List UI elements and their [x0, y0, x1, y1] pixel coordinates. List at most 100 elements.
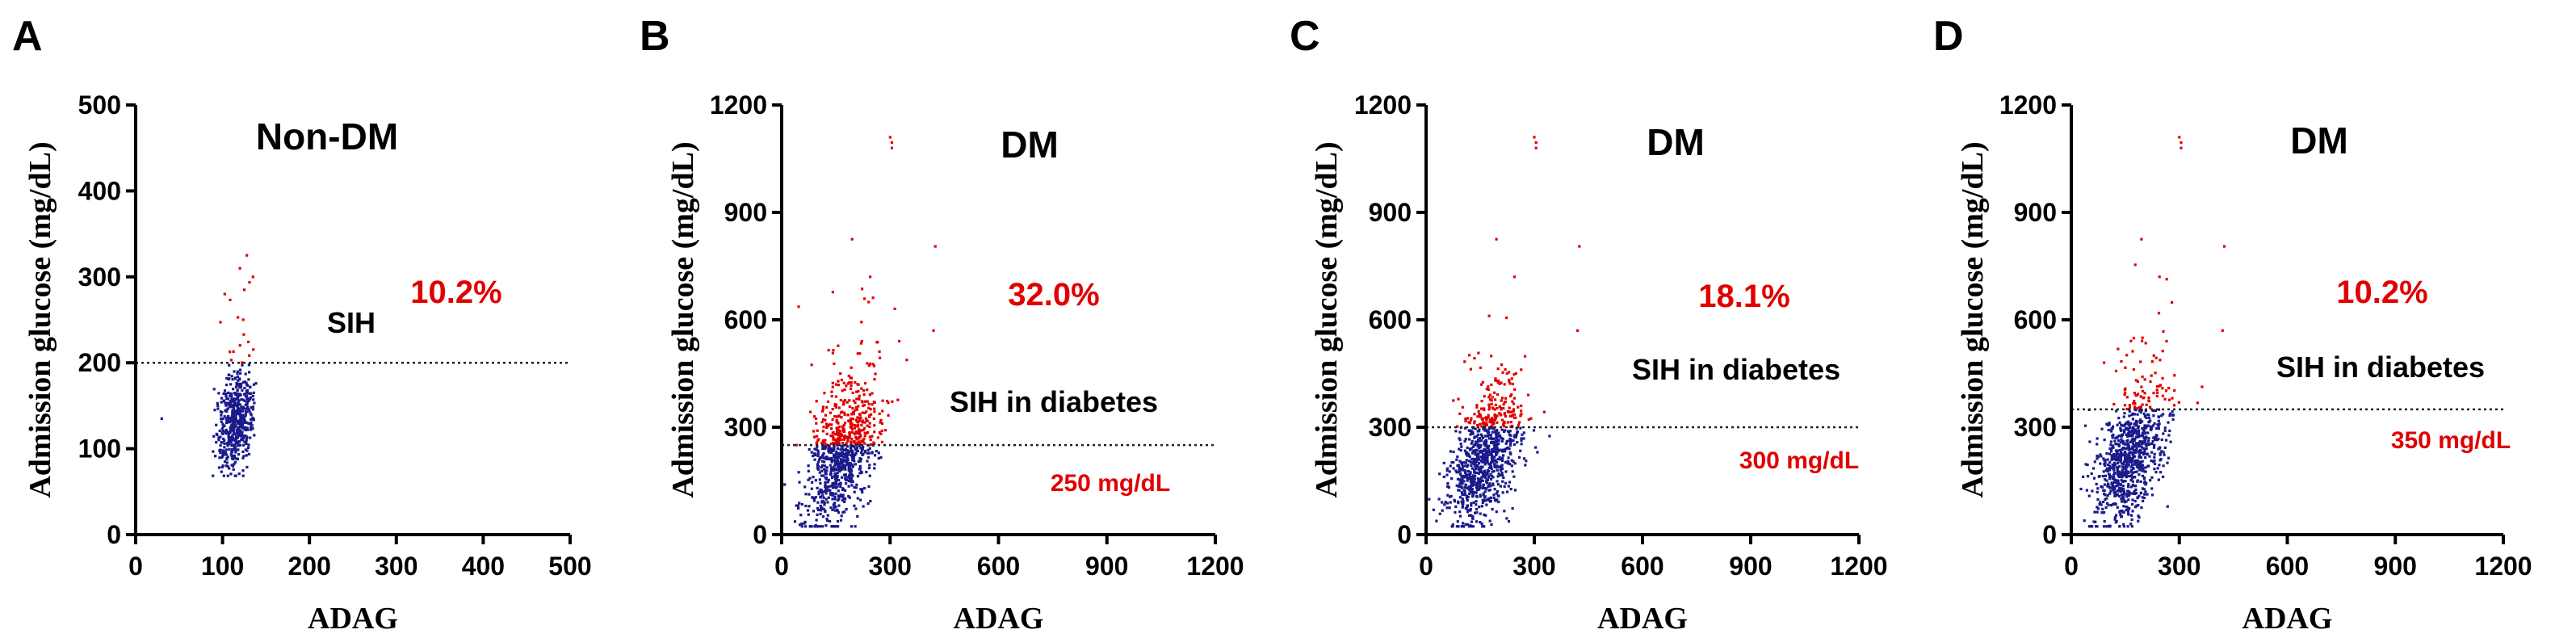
- scatter-point: [244, 426, 247, 429]
- scatter-point: [1469, 367, 1472, 371]
- scatter-point: [1510, 410, 1513, 413]
- scatter-point: [1486, 456, 1489, 460]
- scatter-point: [2130, 525, 2133, 528]
- scatter-point: [232, 430, 235, 433]
- scatter-point: [1465, 459, 1468, 462]
- scatter-point: [1497, 465, 1500, 468]
- scatter-point: [2133, 451, 2136, 455]
- scatter-point: [2138, 516, 2141, 519]
- x-tick-label: 1200: [1186, 552, 1244, 581]
- scatter-point: [850, 384, 853, 387]
- y-axis-title: Admission glucose (mg/dL): [23, 141, 57, 497]
- scatter-point: [863, 404, 866, 407]
- scatter-point: [1457, 485, 1460, 488]
- y-tick-label: 900: [1369, 198, 1412, 227]
- scatter-point: [1475, 500, 1478, 503]
- scatter-point: [2113, 462, 2117, 466]
- scatter-point: [2139, 410, 2142, 414]
- scatter-point: [823, 489, 826, 493]
- scatter-point: [223, 442, 226, 445]
- scatter-point: [235, 382, 238, 385]
- scatter-point: [233, 443, 236, 447]
- scatter-point: [896, 398, 900, 401]
- scatter-point: [2096, 510, 2099, 514]
- scatter-point: [795, 443, 798, 447]
- scatter-point: [2155, 427, 2159, 430]
- scatter-point: [1499, 468, 1502, 472]
- scatter-point: [850, 445, 854, 448]
- scatter-point: [1487, 451, 1490, 454]
- scatter-point: [829, 492, 832, 495]
- scatter-point: [844, 464, 847, 468]
- scatter-point: [810, 487, 813, 490]
- scatter-point: [2136, 413, 2139, 416]
- scatter-point: [1479, 495, 1482, 498]
- scatter-point: [2113, 481, 2117, 484]
- scatter-point: [2152, 354, 2155, 357]
- scatter-point: [1474, 474, 1477, 477]
- scatter-point: [873, 424, 876, 427]
- scatter-point: [2153, 459, 2156, 462]
- scatter-point: [2104, 506, 2108, 509]
- scatter-point: [1504, 414, 1507, 418]
- scatter-point: [2141, 426, 2144, 430]
- scatter-point: [835, 450, 838, 453]
- scatter-point: [224, 451, 227, 455]
- scatter-point: [866, 400, 869, 403]
- scatter-point: [833, 362, 836, 365]
- scatter-point: [845, 453, 849, 456]
- scatter-point: [849, 425, 852, 429]
- scatter-point: [2171, 397, 2174, 400]
- scatter-point: [851, 463, 854, 466]
- scatter-point: [224, 404, 228, 407]
- scatter-point: [251, 394, 254, 397]
- scatter-point: [830, 390, 833, 393]
- scatter-point: [836, 475, 839, 478]
- scatter-point: [2128, 406, 2132, 409]
- scatter-point: [2127, 463, 2130, 467]
- scatter-point: [835, 418, 838, 422]
- scatter-point: [837, 426, 841, 429]
- scatter-point: [2079, 487, 2083, 491]
- x-axis-title: ADAG: [954, 602, 1044, 636]
- scatter-point: [2178, 136, 2181, 139]
- scatter-point: [813, 452, 816, 455]
- scatter-point: [2112, 489, 2115, 492]
- scatter-point: [1479, 407, 1483, 410]
- scatter-point: [226, 464, 229, 468]
- scatter-point: [247, 407, 250, 410]
- scatter-point: [1463, 468, 1466, 472]
- scatter-point: [1522, 431, 1525, 434]
- scatter-point: [1487, 470, 1491, 473]
- scatter-point: [851, 444, 854, 447]
- scatter-point: [850, 484, 854, 487]
- scatter-point: [230, 395, 233, 398]
- scatter-point: [839, 467, 843, 470]
- scatter-point: [2158, 447, 2161, 450]
- scatter-point: [2123, 388, 2126, 392]
- scatter-point: [244, 403, 247, 406]
- scatter-point: [837, 511, 841, 514]
- scatter-point: [799, 514, 803, 517]
- scatter-point: [2107, 484, 2110, 487]
- scatter-point: [820, 509, 823, 512]
- scatter-point: [841, 498, 844, 502]
- scatter-point: [853, 424, 856, 427]
- scatter-point: [2111, 434, 2114, 438]
- scatter-point: [1513, 388, 1517, 391]
- x-tick-label: 0: [1419, 552, 1433, 581]
- scatter-point: [1534, 446, 1538, 449]
- scatter-point: [2127, 498, 2130, 502]
- scatter-point: [227, 373, 230, 376]
- scatter-point: [1483, 443, 1486, 447]
- scatter-point: [1467, 454, 1471, 457]
- scatter-point: [1506, 409, 1509, 413]
- scatter-point: [837, 468, 840, 472]
- scatter-point: [866, 362, 869, 365]
- scatter-point: [1509, 434, 1512, 437]
- scatter-point: [1495, 510, 1498, 514]
- scatter-point: [1520, 437, 1523, 440]
- scatter-point: [2103, 510, 2106, 514]
- scatter-point: [2111, 463, 2114, 467]
- scatter-point: [1468, 354, 1471, 357]
